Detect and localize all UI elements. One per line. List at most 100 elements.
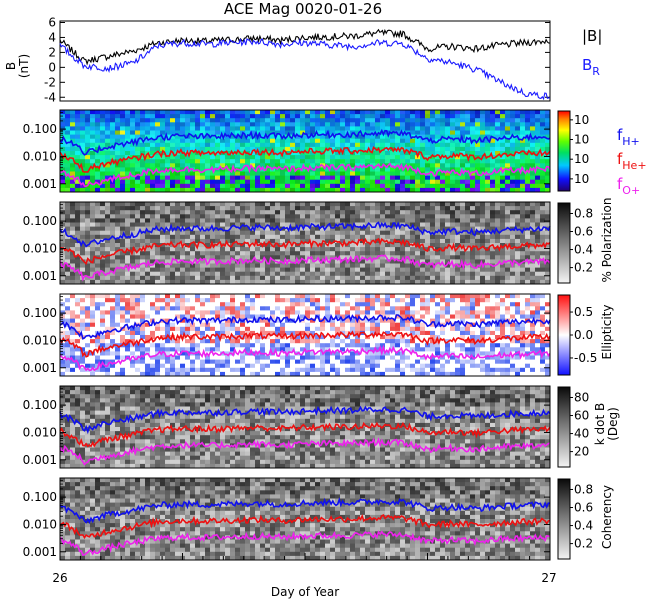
polarization-panel: 0.100 0.010 0.001 0.8 0.6 0.4 0.2 bbox=[23, 201, 593, 285]
colorbar-tick-label: 0.6 bbox=[574, 225, 593, 239]
b-y-tick-label: 6 bbox=[48, 15, 56, 29]
ellipticity-y-ticks: 0.100 0.010 0.001 bbox=[23, 293, 550, 375]
colorbar-tick-label: 0.4 bbox=[574, 243, 593, 257]
gyro-line-h bbox=[59, 313, 551, 340]
gyro-line-he bbox=[59, 237, 551, 266]
colorbar-tick-label: 0.8 bbox=[574, 206, 593, 220]
legend-f-h-main: f bbox=[617, 126, 623, 144]
legend-f-h: fH+ bbox=[617, 126, 640, 148]
gyro-line-o bbox=[59, 254, 551, 282]
colorbar-strip bbox=[557, 202, 571, 284]
polarization-heatmap bbox=[60, 202, 551, 285]
colorbar-tick-label: 0.4 bbox=[574, 519, 593, 533]
gyro-line-o bbox=[59, 162, 551, 188]
legend-f-he-main: f bbox=[617, 150, 623, 168]
colorbar-strip bbox=[557, 294, 571, 376]
k-dot-b-cb-unit: (Deg) bbox=[606, 407, 620, 441]
y-tick-label: 0.100 bbox=[23, 306, 57, 320]
gyro-line-o bbox=[59, 344, 551, 372]
ellipticity-colorbar: 0.5 0.0 -0.5 bbox=[557, 294, 597, 376]
legend-f-o: fO+ bbox=[617, 175, 640, 197]
y-tick-label: 0.001 bbox=[23, 545, 57, 559]
b-y-tick-label: 0 bbox=[48, 60, 56, 74]
y-tick-label: 0.010 bbox=[23, 241, 57, 255]
b-y-tick-label: 4 bbox=[48, 30, 56, 44]
gyro-line-o bbox=[59, 530, 551, 557]
spectral-power-y-ticks: 0.100 0.010 0.001 bbox=[23, 109, 550, 191]
polarization-gyro-lines bbox=[59, 221, 551, 282]
y-tick-label: 0.010 bbox=[23, 517, 57, 531]
colorbar-tick-label: 0.0 bbox=[574, 328, 593, 342]
spectral-power-gyro-lines bbox=[59, 128, 551, 188]
ellipticity-panel: 0.100 0.010 0.001 0.5 0.0 -0.5 bbox=[23, 293, 597, 377]
y-tick-label: 0.001 bbox=[23, 177, 57, 191]
colorbar-tick-label: 10 bbox=[574, 113, 589, 127]
colorbar-labels: % Polarization Ellipticity k dot B (Deg)… bbox=[593, 198, 620, 550]
polarization-cb-label: % Polarization bbox=[600, 198, 614, 283]
legend-b-r: BR bbox=[582, 56, 600, 78]
b-y-tick-label: 2 bbox=[48, 45, 56, 59]
legend-f-h-sub: H+ bbox=[622, 135, 640, 148]
spectral-power-colorbar: 10 10 10 10 bbox=[557, 110, 589, 192]
k-dot-b-y-ticks: 0.100 0.010 0.001 bbox=[23, 385, 550, 467]
gyro-line-o bbox=[59, 437, 551, 466]
b-y-tick-label: -2 bbox=[44, 75, 56, 89]
colorbar-tick-label: 0.5 bbox=[574, 305, 593, 319]
b-field-frame bbox=[59, 20, 551, 102]
gyro-line-h bbox=[59, 221, 551, 248]
colorbar-tick-label: 20 bbox=[574, 445, 589, 459]
spectral-power-panel: 0.100 0.010 0.001 10 10 10 10 bbox=[23, 109, 589, 193]
colorbar-tick-label: 10 bbox=[574, 172, 589, 186]
x-axis: 26 27 Day of Year bbox=[52, 571, 556, 599]
colorbar-strip bbox=[557, 386, 571, 468]
ellipticity-heatmap bbox=[60, 294, 551, 377]
colorbar-tick-label: 0.2 bbox=[574, 261, 593, 275]
series-b-total-line bbox=[59, 28, 551, 66]
k-dot-b-panel: 0.100 0.010 0.001 80 60 40 20 bbox=[23, 385, 589, 469]
y-tick-label: 0.001 bbox=[23, 453, 57, 467]
b-ylabel-unit: (nT) bbox=[17, 54, 31, 78]
polarization-frame bbox=[59, 201, 551, 285]
ellipticity-gyro-lines bbox=[59, 313, 551, 372]
legend-f-o-sub: O+ bbox=[622, 184, 640, 197]
gyro-line-he bbox=[59, 146, 551, 173]
colorbar-tick-label: 10 bbox=[574, 152, 589, 166]
legend-b-total: |B| bbox=[582, 27, 602, 45]
coherency-panel: 0.100 0.010 0.001 0.8 0.6 0.4 0.2 bbox=[23, 477, 593, 561]
colorbar-tick-label: 0.8 bbox=[574, 482, 593, 496]
ellipticity-cb-label: Ellipticity bbox=[600, 305, 614, 360]
k-dot-b-heatmap bbox=[60, 386, 551, 469]
spectral-panels: 0.100 0.010 0.001 10 10 10 10 0.100 0.010 0.001… bbox=[23, 109, 597, 561]
polarization-colorbar: 0.8 0.6 0.4 0.2 bbox=[557, 202, 593, 284]
legend-b-r-sub: R bbox=[592, 65, 600, 78]
k-dot-b-cb-label: k dot B bbox=[593, 403, 607, 445]
polarization-y-ticks: 0.100 0.010 0.001 bbox=[23, 201, 550, 283]
legend-f-he: fHe+ bbox=[617, 150, 647, 172]
figure-title: ACE Mag 0020-01-26 bbox=[224, 0, 382, 18]
coherency-gyro-lines bbox=[59, 496, 551, 557]
gyro-line-h bbox=[59, 405, 551, 435]
gyro-line-he bbox=[59, 330, 551, 358]
k-dot-b-gyro-lines bbox=[59, 405, 551, 466]
colorbar-tick-label: 0.6 bbox=[574, 501, 593, 515]
b-field-legend: |B| BR bbox=[582, 27, 602, 78]
x-tick-label-26: 26 bbox=[52, 571, 67, 585]
y-tick-label: 0.100 bbox=[23, 490, 57, 504]
y-tick-label: 0.010 bbox=[23, 333, 57, 347]
spectral-power-frame bbox=[59, 109, 551, 193]
y-tick-label: 0.010 bbox=[23, 425, 57, 439]
y-tick-label: 0.001 bbox=[23, 269, 57, 283]
coherency-colorbar: 0.8 0.6 0.4 0.2 bbox=[557, 478, 593, 560]
y-tick-label: 0.010 bbox=[23, 149, 57, 163]
colorbar-tick-label: 80 bbox=[574, 390, 589, 404]
colorbar-strip bbox=[557, 478, 571, 560]
legend-b-r-main: B bbox=[582, 56, 592, 74]
colorbar-strip bbox=[557, 110, 571, 192]
x-axis-label: Day of Year bbox=[271, 585, 339, 599]
gyro-legend: fH+ fHe+ fO+ bbox=[617, 126, 647, 197]
ellipticity-frame bbox=[59, 293, 551, 377]
k-dot-b-frame bbox=[59, 385, 551, 469]
